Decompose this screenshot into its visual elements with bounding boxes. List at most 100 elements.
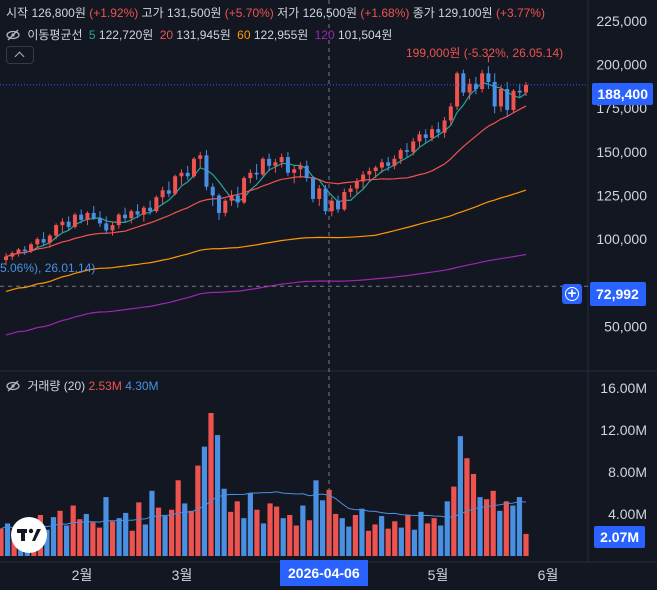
volume-bar: [359, 508, 365, 556]
candle-body: [298, 165, 303, 170]
volume-bar: [280, 518, 286, 556]
volume-tick-label: 8.00M: [608, 464, 647, 480]
volume-bar: [247, 492, 253, 556]
crosshair-price-tag: 72,992: [590, 282, 646, 306]
volume-bar: [470, 473, 477, 556]
candle-body: [217, 195, 222, 213]
volume-bar: [129, 530, 135, 556]
volume-bar: [241, 518, 247, 556]
volume-bar: [64, 525, 70, 556]
volume-bar: [339, 518, 345, 556]
candle-body: [292, 169, 297, 173]
candle-body: [242, 178, 247, 203]
candle-body: [404, 150, 409, 152]
volume-bar: [182, 503, 188, 556]
volume-bar: [214, 435, 221, 556]
candle-body: [310, 178, 315, 199]
candle-body: [223, 200, 228, 213]
ma120-period: 120: [314, 28, 335, 42]
add-alert-plus-icon[interactable]: [562, 284, 582, 304]
candle-body: [235, 195, 240, 203]
ma5-period: 5: [88, 28, 96, 42]
volume-bar: [516, 497, 523, 556]
ma120-line: [5, 253, 527, 336]
candle-body: [191, 158, 196, 177]
volume-bar: [451, 486, 457, 556]
candle-body: [329, 200, 334, 212]
volume-bar: [385, 528, 391, 556]
volume-bar: [188, 510, 194, 556]
candle-body: [511, 90, 516, 110]
candle-body: [204, 155, 209, 187]
candle-body: [379, 162, 384, 168]
candle-body: [185, 172, 190, 177]
volume-bar: [70, 505, 76, 556]
volume-bar: [457, 436, 463, 556]
candle-body: [160, 190, 165, 198]
candle-body: [398, 150, 403, 159]
ma-legend-title: 이동평균선: [27, 28, 83, 42]
candle-body: [85, 212, 90, 220]
volume-bar: [201, 446, 208, 556]
ma20-period: 20: [159, 28, 174, 42]
candle-body: [229, 195, 234, 201]
low-value: 126,500원: [302, 6, 358, 20]
volume-bar: [123, 512, 129, 556]
candle-body: [173, 176, 178, 194]
open-value: 126,800원: [31, 6, 86, 20]
price-tick-label: 50,000: [604, 318, 647, 334]
candle-body: [317, 188, 322, 199]
volume-bar: [333, 513, 339, 556]
volume-bar: [4, 523, 11, 556]
volume-bar: [221, 488, 227, 556]
candle-body: [417, 134, 422, 142]
open-change: (+1.92%): [89, 6, 139, 20]
candle-body: [29, 244, 34, 252]
candle-body: [455, 73, 460, 107]
close-label: 종가: [412, 6, 435, 20]
candle-body: [22, 249, 27, 252]
volume-bar: [195, 465, 201, 556]
volume-bar: [319, 500, 326, 556]
ma60-value: 122,955원: [253, 28, 309, 42]
volume-bar: [405, 514, 411, 556]
candle-body: [285, 157, 290, 173]
volume-bar: [50, 517, 57, 556]
volume-bar: [260, 523, 267, 556]
candle-body: [4, 256, 8, 261]
eye-hidden-icon[interactable]: [6, 380, 20, 392]
price-tick-label: 200,000: [596, 57, 647, 73]
candle-body: [97, 218, 102, 224]
volume-bar: [267, 503, 273, 556]
price-tick-label: 125,000: [596, 187, 647, 203]
volume-bar: [346, 526, 352, 556]
close-value: 129,100원: [438, 6, 493, 20]
volume-bar: [208, 413, 214, 556]
candle-body: [248, 172, 253, 179]
volume-bar: [136, 502, 142, 556]
candle-body: [135, 211, 140, 215]
candle-body: [304, 165, 309, 179]
ma20-value: 131,945원: [176, 28, 231, 42]
volume-bar: [431, 518, 437, 556]
candle-body: [273, 162, 278, 166]
eye-hidden-icon[interactable]: [6, 29, 20, 41]
candle-body: [436, 129, 441, 133]
candle-body: [448, 106, 453, 121]
candle-body: [411, 141, 416, 152]
candle-body: [461, 73, 466, 93]
candle-body: [129, 211, 134, 219]
volume-bar: [484, 499, 490, 556]
candle-body: [505, 89, 510, 110]
candle-body: [154, 197, 159, 212]
volume-bar: [0, 528, 4, 556]
candle-body: [367, 171, 372, 175]
candle-body: [373, 167, 378, 172]
candle-body: [260, 158, 265, 175]
volume-bar: [398, 527, 404, 556]
collapse-legend-button[interactable]: [6, 46, 34, 64]
close-change: (+3.77%): [495, 6, 545, 20]
volume-bar: [274, 506, 280, 556]
volume-bar: [116, 518, 122, 556]
